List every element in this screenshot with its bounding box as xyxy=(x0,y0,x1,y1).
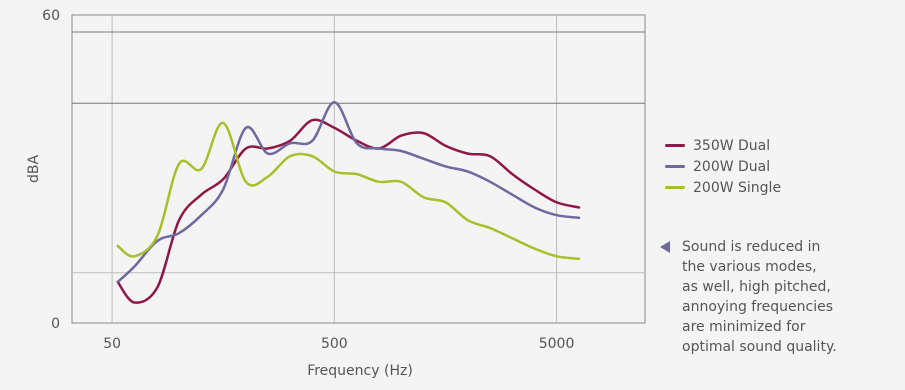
legend-item-200w-dual: 200W Dual xyxy=(665,156,781,177)
legend-swatch xyxy=(665,165,685,168)
x-tick-label: 50 xyxy=(103,336,121,352)
triangle-pointer-icon xyxy=(660,241,670,253)
legend-label: 350W Dual xyxy=(693,137,771,154)
legend: 350W Dual 200W Dual 200W Single xyxy=(665,135,781,198)
legend-swatch xyxy=(665,144,685,147)
legend-label: 200W Dual xyxy=(693,158,771,175)
x-tick-label: 5000 xyxy=(539,336,575,352)
x-axis-title: Frequency (Hz) xyxy=(307,363,413,379)
legend-item-200w-single: 200W Single xyxy=(665,177,781,198)
axis-ticks: 50 500 5000 0 60 xyxy=(42,8,574,352)
x-tick-label: 500 xyxy=(321,336,348,352)
legend-swatch xyxy=(665,186,685,189)
plot-frame xyxy=(71,14,646,324)
series-line-200w-dual xyxy=(116,101,581,284)
legend-item-350w-dual: 350W Dual xyxy=(665,135,781,156)
grid-lines xyxy=(72,15,645,323)
y-tick-label: 0 xyxy=(51,316,60,332)
annotation-text: Sound is reduced in the various modes, a… xyxy=(682,239,837,355)
series-line-350w-dual xyxy=(116,118,581,304)
annotation-note: Sound is reduced in the various modes, a… xyxy=(660,237,905,357)
series-line-200w-single xyxy=(116,121,581,261)
legend-label: 200W Single xyxy=(693,179,782,196)
y-tick-label: 60 xyxy=(42,8,60,24)
series-lines xyxy=(116,101,581,304)
y-axis-title: dBA xyxy=(26,155,42,183)
